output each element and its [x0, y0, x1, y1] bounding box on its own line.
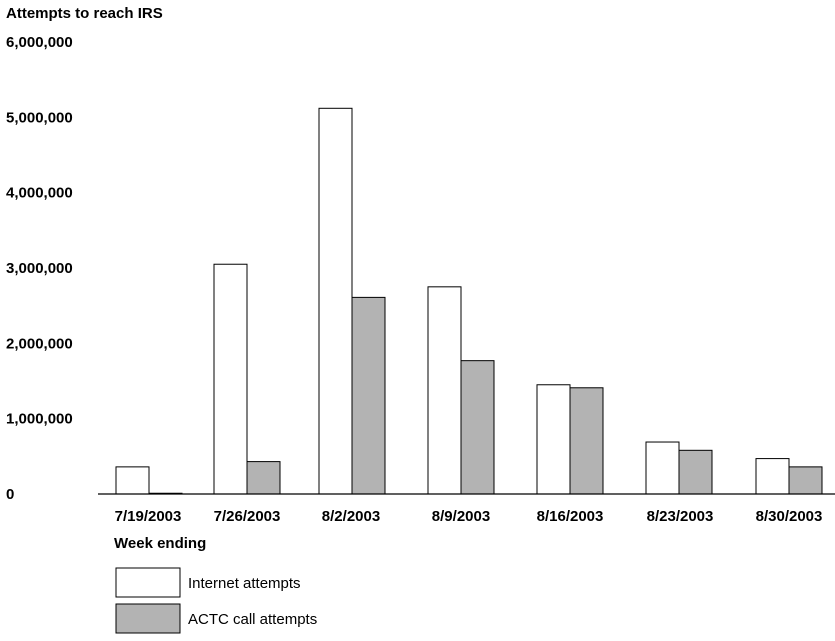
legend-label: Internet attempts: [188, 575, 301, 592]
x-tick-label: 8/30/2003: [756, 508, 823, 525]
legend-label: ACTC call attempts: [188, 611, 317, 628]
legend-swatch-actc: [115, 603, 181, 634]
y-tick-label: 1,000,000: [6, 411, 73, 428]
legend: Internet attempts ACTC call attempts: [115, 567, 317, 634]
bars: [115, 107, 823, 495]
x-axis-label: Week ending: [114, 535, 206, 552]
bar-internet-4: [536, 384, 571, 495]
bar-internet-1: [213, 263, 248, 495]
y-tick-label: 0: [6, 486, 14, 503]
legend-swatch-internet: [115, 567, 181, 598]
x-tick-label: 8/16/2003: [537, 508, 604, 525]
x-tick-label: 8/2/2003: [322, 508, 380, 525]
x-tick-label: 8/23/2003: [647, 508, 714, 525]
x-tick-label: 8/9/2003: [432, 508, 490, 525]
y-tick-label: 4,000,000: [6, 185, 73, 202]
bar-actc-2: [351, 296, 386, 495]
bar-internet-5: [645, 441, 680, 495]
bar-internet-2: [318, 107, 353, 495]
bar-actc-1: [246, 461, 281, 495]
bar-internet-6: [755, 458, 790, 495]
y-tick-label: 6,000,000: [6, 34, 73, 51]
bar-actc-6: [788, 466, 823, 495]
chart-title: Attempts to reach IRS: [6, 5, 163, 22]
y-tick-label: 5,000,000: [6, 109, 73, 126]
x-axis-tick-labels: 7/19/2003 7/26/2003 8/2/2003 8/9/2003 8/16/2…: [115, 508, 823, 525]
bar-internet-3: [427, 286, 462, 495]
bar-internet-0: [115, 466, 150, 495]
bar-actc-4: [569, 387, 604, 495]
y-tick-label: 3,000,000: [6, 260, 73, 277]
y-tick-label: 2,000,000: [6, 335, 73, 352]
x-tick-label: 7/26/2003: [214, 508, 281, 525]
bar-actc-3: [460, 360, 495, 495]
bar-actc-5: [678, 449, 713, 495]
y-axis-tick-labels: 0 1,000,000 2,000,000 3,000,000 4,000,000 5,0…: [6, 34, 73, 503]
x-tick-label: 7/19/2003: [115, 508, 182, 525]
